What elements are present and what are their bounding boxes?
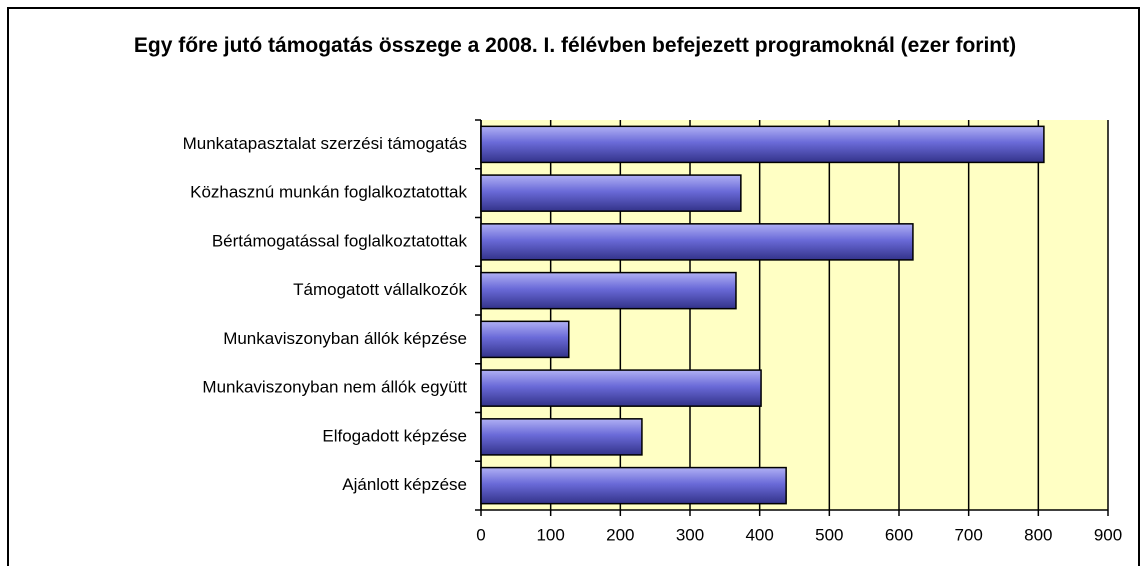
x-tick-label: 300 — [676, 525, 704, 544]
x-tick-label: 700 — [954, 525, 982, 544]
y-tick-label: Közhasznú munkán foglalkoztatottak — [190, 183, 467, 202]
frame — [7, 7, 1140, 566]
y-tick-label: Elfogadott képzése — [322, 426, 467, 445]
y-tick-label: Bértámogatással foglalkoztatottak — [212, 231, 468, 250]
bar — [480, 320, 570, 359]
x-tick-label: 200 — [606, 525, 634, 544]
x-tick-label: 400 — [745, 525, 773, 544]
x-tick-label: 600 — [885, 525, 913, 544]
y-tick-label: Ajánlott képzése — [342, 475, 467, 494]
x-tick-label: 800 — [1024, 525, 1052, 544]
x-tick-label: 100 — [536, 525, 564, 544]
bar — [480, 271, 737, 310]
bar — [480, 369, 762, 407]
x-tick-label: 0 — [476, 525, 485, 544]
y-tick-label: Támogatott vállalkozók — [293, 280, 467, 299]
y-tick-label: Munkaviszonyban nem állók együtt — [202, 378, 467, 397]
bar — [480, 418, 643, 456]
y-tick-label: Munkatapasztalat szerzési támogatás — [183, 134, 467, 153]
bar — [480, 466, 787, 505]
chart-title: Egy főre jutó támogatás összege a 2008. … — [133, 34, 1017, 57]
y-tick-label: Munkaviszonyban állók képzése — [223, 329, 467, 348]
x-tick-label: 500 — [815, 525, 843, 544]
bar — [480, 125, 1045, 164]
bar — [480, 174, 742, 212]
bar — [480, 223, 914, 261]
x-tick-label: 900 — [1094, 525, 1122, 544]
